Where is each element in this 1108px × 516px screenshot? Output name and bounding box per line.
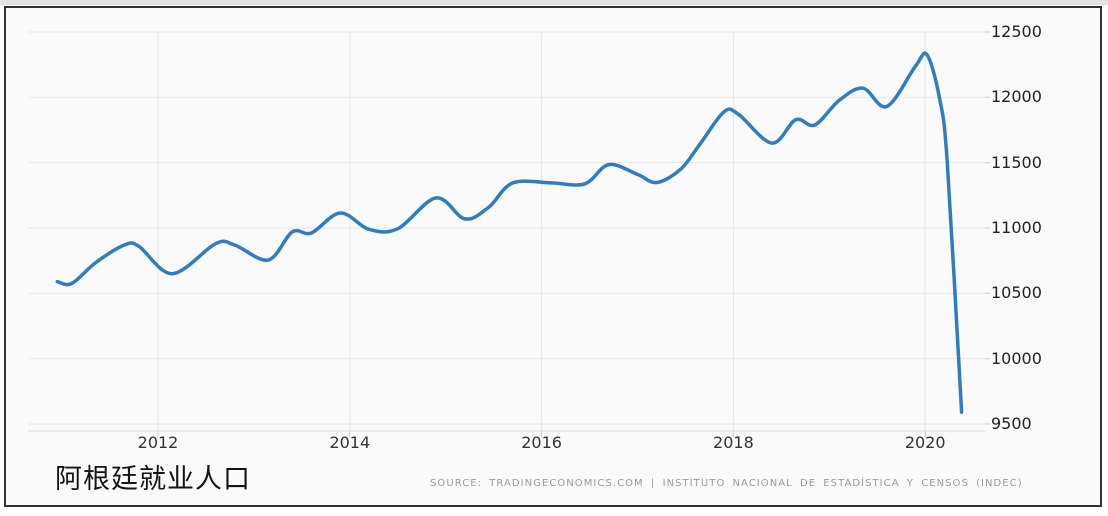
x-axis-label: 2020 xyxy=(904,433,946,452)
source-attribution: SOURCE: TRADINGECONOMICS.COM | INSTITUTO… xyxy=(430,478,1023,489)
y-axis-label: 12000 xyxy=(991,87,1042,107)
y-axis-label: 10500 xyxy=(991,283,1042,303)
x-axis-label: 2014 xyxy=(329,433,371,452)
x-axis-label: 2016 xyxy=(521,433,562,452)
window-edge xyxy=(0,0,1108,5)
x-axis-label: 2012 xyxy=(137,433,179,452)
x-axis-label: 2018 xyxy=(713,433,754,452)
y-axis-label: 10000 xyxy=(991,348,1042,368)
chart-frame xyxy=(4,6,1102,507)
y-axis-label: 11500 xyxy=(991,152,1042,172)
y-axis-label: 12500 xyxy=(991,22,1042,41)
y-axis-label: 11000 xyxy=(991,218,1042,237)
chart-title: 阿根廷就业人口 xyxy=(55,464,251,495)
y-axis-label: 9500 xyxy=(991,414,1032,433)
